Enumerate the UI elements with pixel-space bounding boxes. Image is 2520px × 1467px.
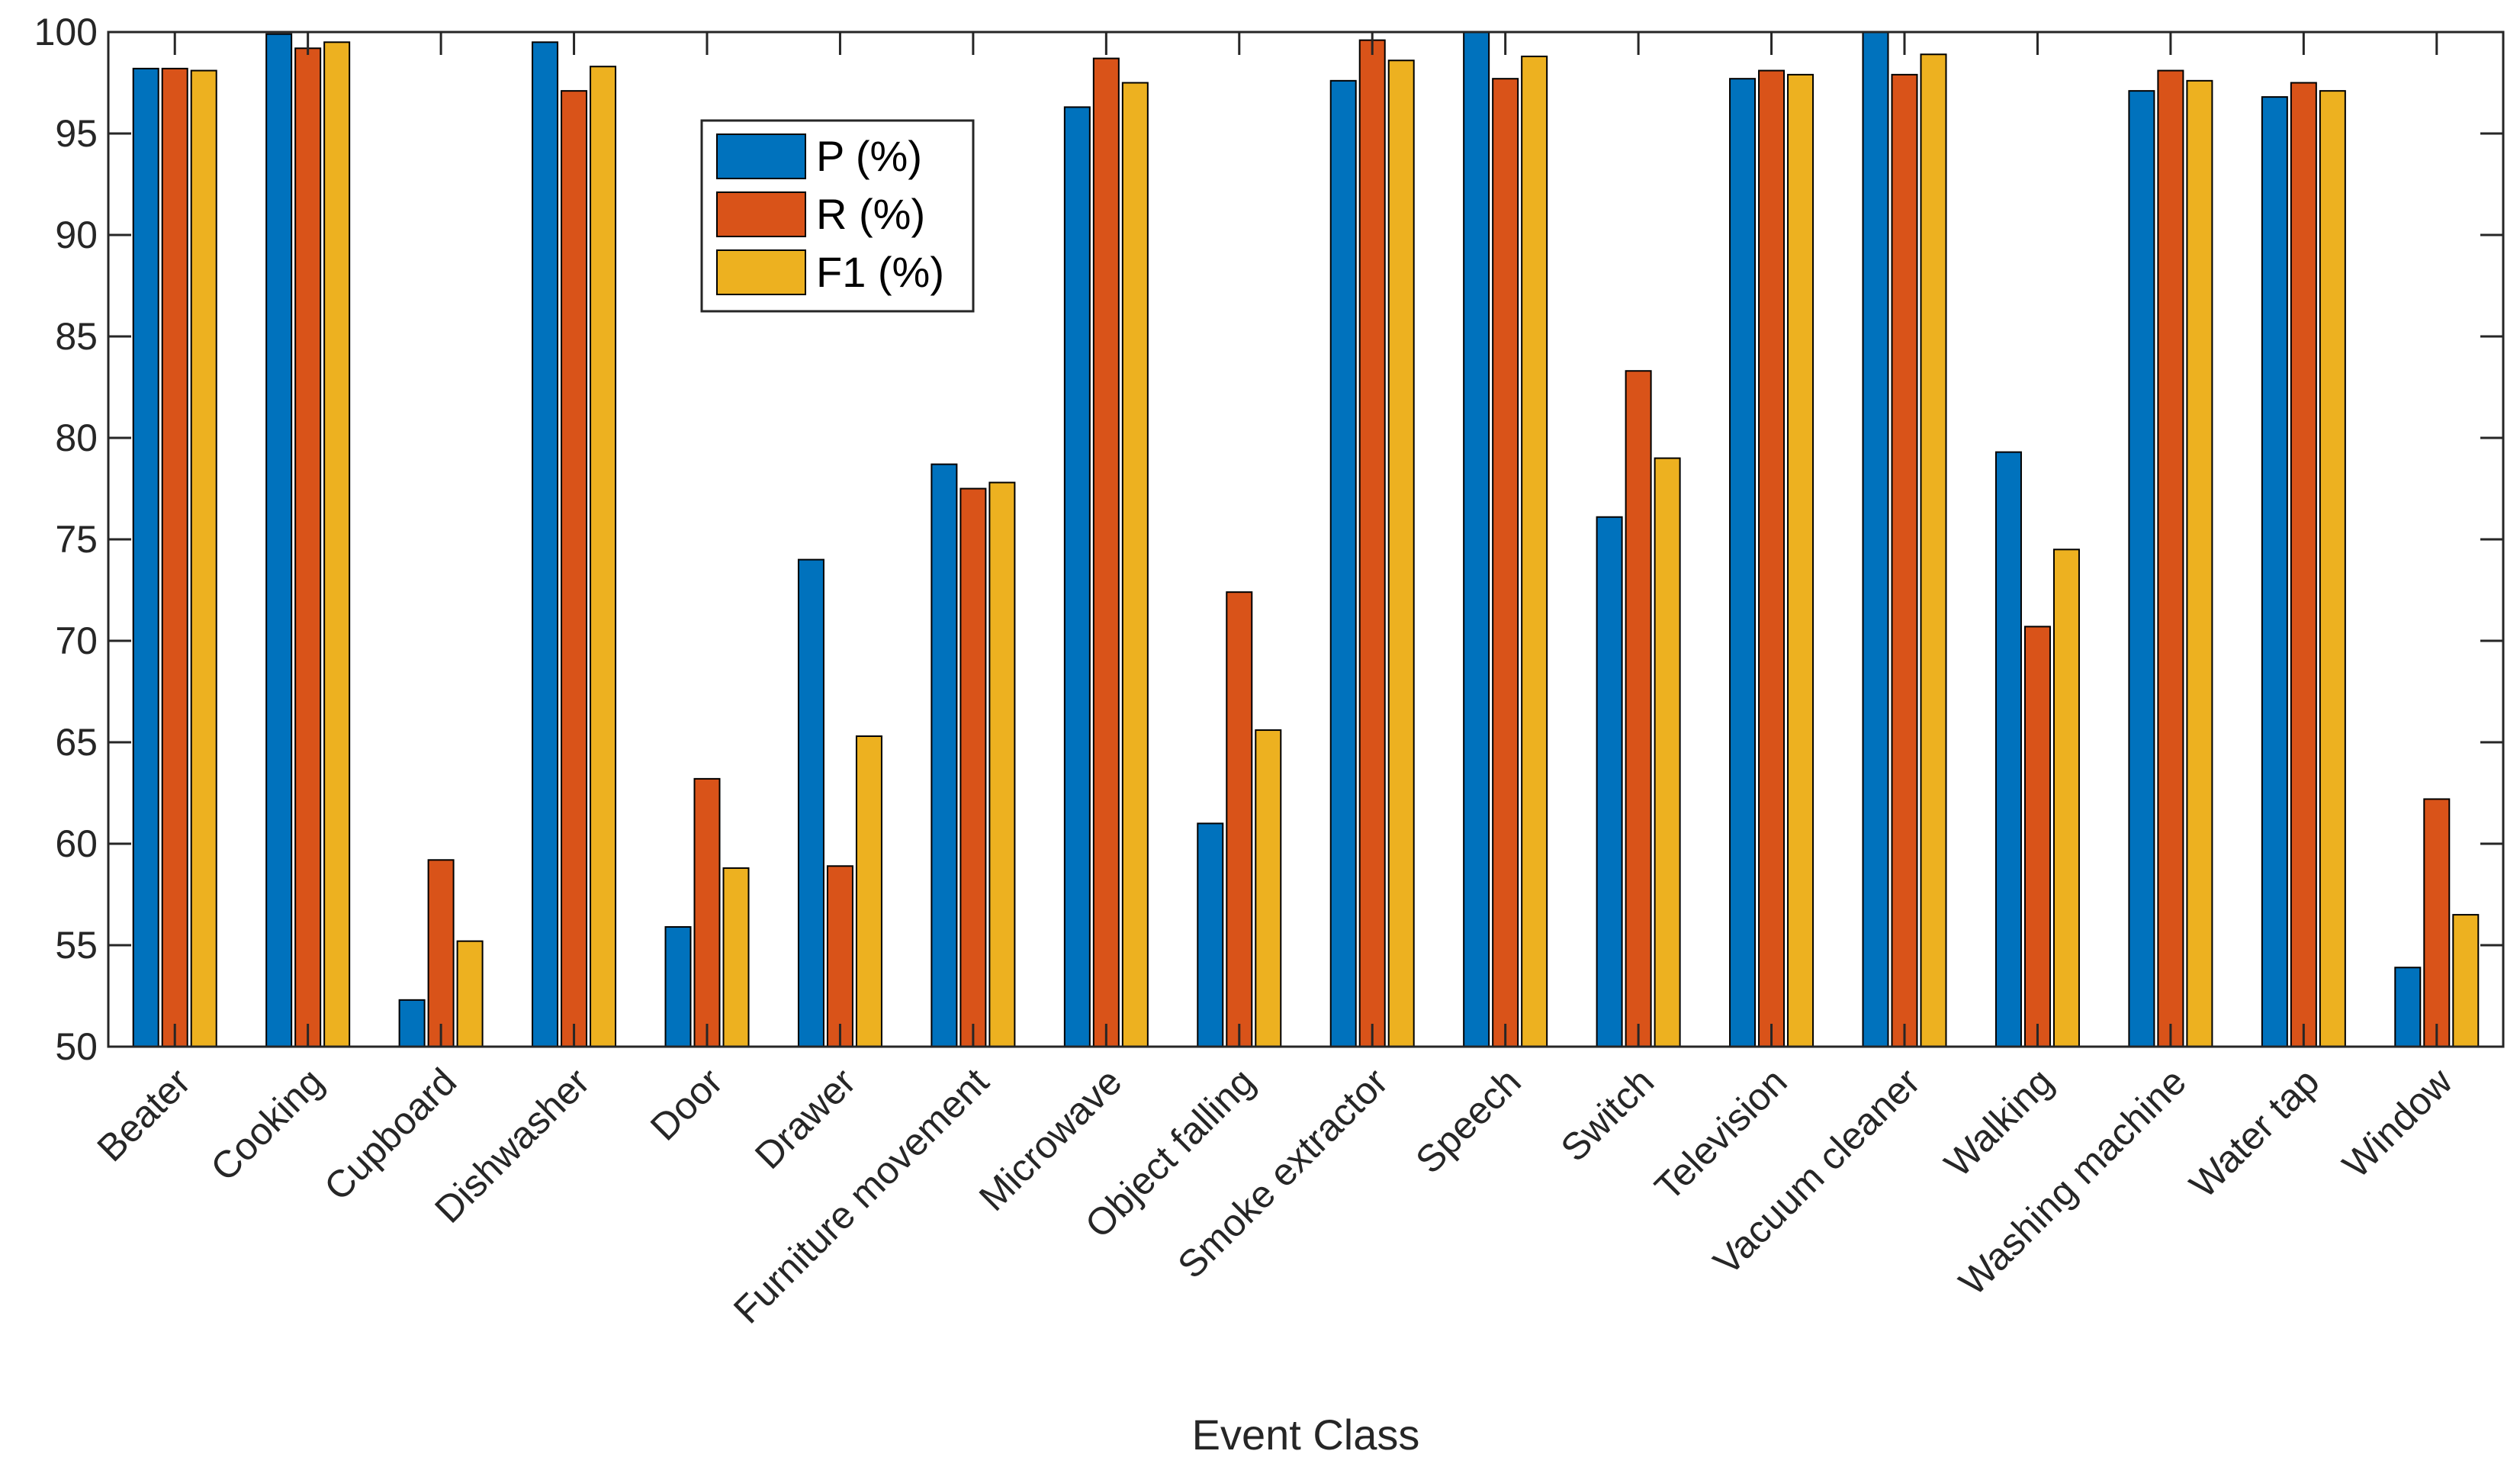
x-tick-label: Door [642,1060,731,1149]
bar-p-drawer [797,558,824,1047]
x-tick-label: Window [2335,1060,2461,1186]
bar-p-switch [1596,516,1623,1047]
bar-r-object-falling [1226,591,1253,1047]
bar-f1-window [2452,914,2480,1047]
bar-r-cooking [294,47,322,1047]
bar-r-speech [1492,78,1519,1047]
y-tick-label: 55 [55,924,98,967]
bar-p-furniture-movement [931,463,958,1047]
bar-f1-beater [190,69,217,1047]
bars-layer [132,31,2480,1048]
bar-r-walking [2023,626,2051,1047]
x-axis-title: Event Class [1192,1411,1420,1459]
y-tick-label: 90 [55,214,98,256]
bar-p-door [664,926,692,1048]
x-tick-label: Switch [1552,1060,1662,1170]
bar-f1-dishwasher [590,66,617,1048]
x-tick-label: Water tap [2181,1060,2328,1207]
bar-r-television [1758,69,1786,1047]
y-tick-label: 95 [55,112,98,155]
bar-r-water-tap [2290,82,2317,1047]
bar-f1-door [722,867,750,1048]
y-tick-label: 50 [55,1025,98,1068]
bar-p-cupboard [398,999,426,1047]
legend-swatch [716,191,806,237]
y-tick-label: 85 [55,315,98,358]
bar-r-drawer [826,865,853,1048]
bar-p-microwave [1063,106,1091,1047]
bar-p-walking [1994,451,2022,1047]
bar-r-washing-machine [2157,69,2184,1047]
bar-f1-switch [1654,457,1681,1047]
y-tick-label: 70 [55,619,98,662]
bar-r-beater [161,67,188,1047]
bar-f1-television [1787,73,1814,1048]
x-tick-label: Cooking [202,1060,331,1189]
bar-r-furniture-movement [959,487,987,1047]
bar-f1-water-tap [2319,90,2346,1047]
x-tick-label: Speech [1407,1060,1529,1182]
y-tick-label: 65 [55,721,98,764]
legend-label: R (%) [816,190,925,238]
y-axis: 50 55 60 65 70 75 80 85 90 95 100 [34,11,2503,1068]
y-tick-label: 60 [55,822,98,865]
bar-r-vacuum-cleaner [1891,73,1918,1048]
bar-p-television [1729,78,1757,1047]
y-tick-label: 100 [34,11,98,53]
bar-f1-furniture-movement [988,481,1016,1047]
bar-p-beater [132,67,159,1047]
bar-f1-cooking [323,41,351,1047]
bar-f1-microwave [1121,82,1149,1047]
legend-label: P (%) [816,132,922,180]
y-tick-label: 80 [55,417,98,459]
x-tick-label: Washing machine [1951,1060,2194,1304]
bar-f1-object-falling [1255,729,1282,1047]
x-tick-label: Walking [1937,1060,2062,1186]
bar-p-washing-machine [2128,90,2155,1047]
bar-r-smoke-extractor [1358,39,1386,1047]
bar-r-dishwasher [561,90,588,1047]
bar-r-window [2423,798,2451,1047]
legend: P (%) R (%) F1 (%) [700,119,975,313]
bar-r-door [693,777,721,1047]
bar-f1-smoke-extractor [1387,60,1415,1048]
bar-r-microwave [1092,57,1120,1048]
bar-p-speech [1463,31,1490,1047]
bar-p-dishwasher [532,41,559,1047]
legend-swatch [716,249,806,295]
bar-p-vacuum-cleaner [1862,31,1889,1047]
bar-p-object-falling [1197,822,1224,1048]
y-tick-label: 75 [55,518,98,561]
bar-f1-drawer [855,735,882,1048]
bar-p-window [2394,967,2422,1048]
x-tick-label: Beater [89,1060,199,1170]
bar-p-smoke-extractor [1329,79,1357,1048]
x-tick-label: Furniture movement [725,1060,997,1331]
x-tick-label: Drawer [747,1060,864,1178]
bar-f1-walking [2052,549,2080,1047]
bar-p-water-tap [2261,96,2288,1048]
bar-r-switch [1625,370,1652,1048]
bar-f1-cupboard [456,940,484,1048]
bar-f1-vacuum-cleaner [1920,53,1947,1047]
bar-f1-speech [1521,55,1548,1047]
legend-label: F1 (%) [816,248,944,296]
bar-r-cupboard [427,859,455,1048]
bar-f1-washing-machine [2186,79,2213,1048]
bar-p-cooking [265,33,293,1047]
legend-swatch [716,134,806,179]
